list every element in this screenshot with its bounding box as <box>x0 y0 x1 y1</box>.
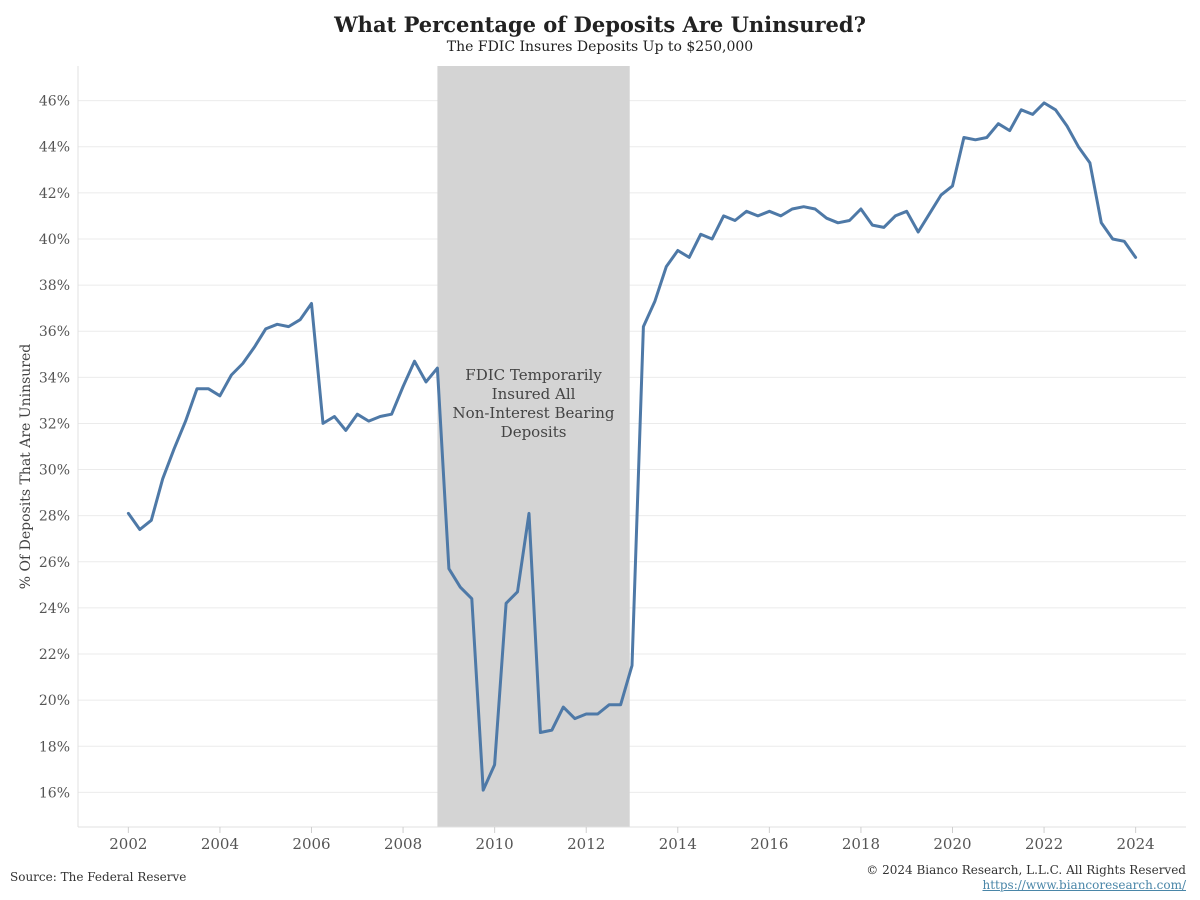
x-tick-label: 2018 <box>842 835 880 853</box>
y-tick-label: 44% <box>39 140 70 156</box>
y-tick-label: 36% <box>39 324 70 340</box>
y-tick-label: 22% <box>39 647 70 663</box>
y-tick-label: 30% <box>39 463 70 479</box>
copyright-note: © 2024 Bianco Research, L.L.C. All Right… <box>866 863 1186 877</box>
website-link[interactable]: https://www.biancoresearch.com/ <box>982 878 1186 892</box>
x-tick-label: 2006 <box>292 835 330 853</box>
y-tick-label: 18% <box>39 739 70 755</box>
y-tick-label: 26% <box>39 555 70 571</box>
y-tick-label: 34% <box>39 370 70 386</box>
y-tick-label: 42% <box>39 186 70 202</box>
chart-subtitle: The FDIC Insures Deposits Up to $250,000 <box>446 39 754 55</box>
x-tick-label: 2002 <box>109 835 147 853</box>
y-axis-title: % Of Deposits That Are Uninsured <box>18 344 34 589</box>
source-note: Source: The Federal Reserve <box>10 870 187 884</box>
x-tick-label: 2016 <box>750 835 788 853</box>
chart-title: What Percentage of Deposits Are Uninsure… <box>334 12 866 37</box>
x-tick-label: 2014 <box>659 835 697 853</box>
x-tick-label: 2010 <box>476 835 514 853</box>
shaded-region-label: FDIC Temporarily <box>465 366 602 384</box>
y-tick-label: 38% <box>39 278 70 294</box>
y-tick-label: 20% <box>39 693 70 709</box>
series-line <box>126 101 1138 792</box>
x-tick-label: 2022 <box>1025 835 1063 853</box>
x-tick-label: 2024 <box>1117 835 1155 853</box>
x-tick-label: 2004 <box>201 835 239 853</box>
y-tick-label: 28% <box>39 509 70 525</box>
shaded-region-label: Deposits <box>501 423 567 441</box>
y-tick-label: 40% <box>39 232 70 248</box>
x-tick-label: 2020 <box>933 835 971 853</box>
y-tick-label: 24% <box>39 601 70 617</box>
x-tick-label: 2008 <box>384 835 422 853</box>
y-tick-label: 32% <box>39 416 70 432</box>
shaded-region-label: Non-Interest Bearing <box>453 404 615 422</box>
y-tick-label: 46% <box>39 94 70 110</box>
x-tick-label: 2012 <box>567 835 605 853</box>
y-tick-label: 16% <box>39 785 70 801</box>
shaded-region-label: Insured All <box>492 385 576 403</box>
shaded-region <box>437 66 630 827</box>
